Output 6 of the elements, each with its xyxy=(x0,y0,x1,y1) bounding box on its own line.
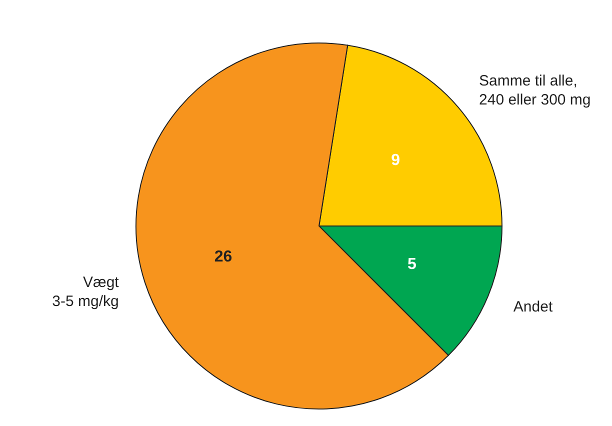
data-label: 9 xyxy=(391,152,400,170)
data-label: 5 xyxy=(408,256,417,274)
slice-label: Vægt 3-5 mg/kg xyxy=(52,274,120,310)
data-label: 26 xyxy=(214,248,232,266)
slice-label: Andet xyxy=(513,298,554,316)
slice-label: Samme til alle, 240 eller 300 mg xyxy=(479,72,591,108)
